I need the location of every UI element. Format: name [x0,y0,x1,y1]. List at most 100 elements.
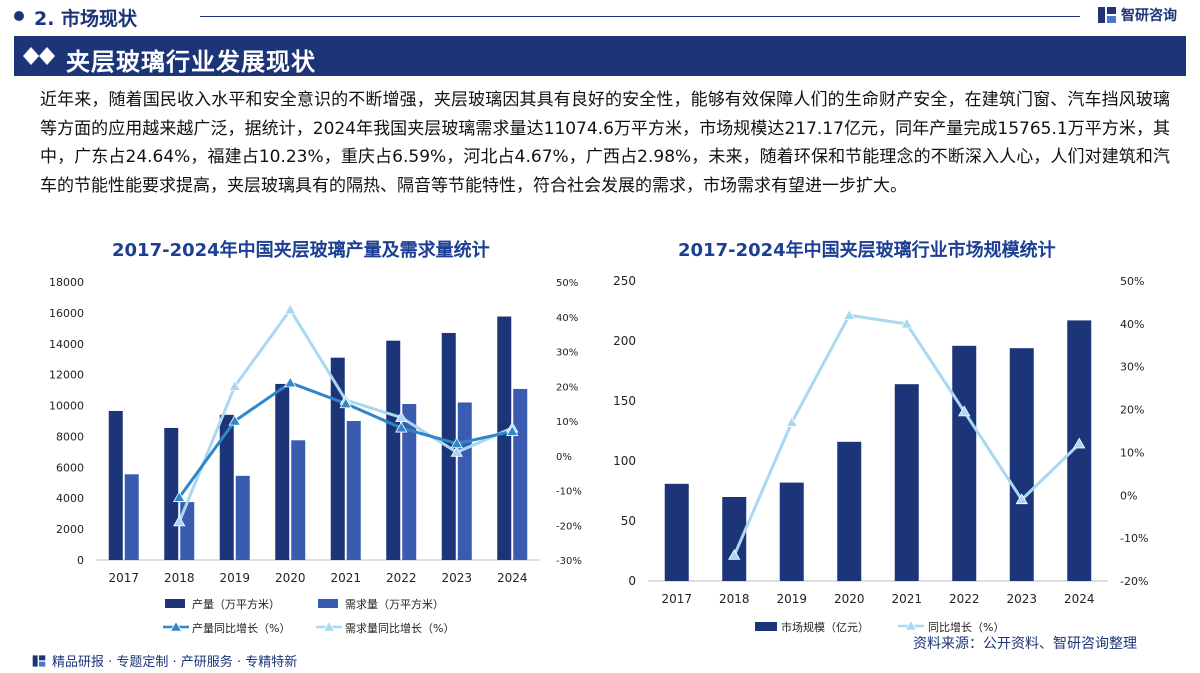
intro-paragraph: 近年来，随着国民收入水平和安全意识的不断增强，夹层玻璃因其具有良好的安全性，能够… [40,90,1170,196]
y-tick-label: 250 [613,274,636,288]
y2-tick-label: 50% [556,278,578,289]
demand-growth-point [228,379,241,391]
y2-tick-label: 30% [1120,361,1144,374]
top-bar: 2. 市场现状 智研咨询 [0,0,1200,34]
legend-label-demand-growth: 需求量同比增长（%） [345,621,454,635]
x-tick-label: 2024 [1064,592,1095,606]
demand-bar [402,404,417,560]
x-tick-label: 2023 [1006,592,1037,606]
x-tick-label: 2022 [949,592,980,606]
demand-growth-point [173,515,186,527]
y2-tick-label: 10% [1120,446,1144,459]
brand: 智研咨询 [1097,5,1177,25]
production-bar [275,383,290,560]
bullet-dot-icon [14,11,24,21]
x-tick-label: 2020 [834,592,865,606]
legend-swatch-market-size [755,622,777,631]
y-tick-label: 0 [77,554,84,567]
legend-marker-production-growth [169,620,183,632]
market-growth-point [728,548,741,560]
market-growth-point [1015,493,1028,505]
legend-marker-demand-growth [322,620,336,632]
demand-bar [124,474,139,560]
y-tick-label: 150 [613,394,636,408]
legend-label-market-size: 市场规模（亿元） [781,620,869,634]
market-growth-point [843,308,856,320]
market-size-bar [894,384,919,581]
demand-growth-point [284,303,297,315]
y2-tick-label: 20% [1120,404,1144,417]
brand-name: 智研咨询 [1121,8,1177,24]
legend-swatch-production [165,599,185,608]
footer-logo-icon [32,654,46,667]
y-tick-label: 100 [613,454,636,468]
market-size-chart: 0 50 100 150 200 250 -20% -10% 0% 10% 20% 30% 40% 50%… [613,274,1148,634]
y2-tick-label: -10% [1120,532,1148,545]
banner-title: 夹层玻璃行业发展现状 [66,48,316,76]
x-tick-label: 2017 [108,571,139,585]
title-banner: 夹层玻璃行业发展现状 [14,36,1186,76]
demand-bar [291,440,306,560]
y-tick-label: 4000 [56,492,84,505]
market-growth-point [900,317,913,329]
y2-tick-label: 40% [556,313,578,324]
legend-label-demand: 需求量（万平方米） [345,597,444,611]
footer: 精品研报 · 专题定制 · 产研服务 · 专精特新 [32,651,297,670]
production-bar [219,414,234,560]
x-tick-label: 2018 [164,571,195,585]
market-growth-point [785,416,798,427]
legend-label-production: 产量（万平方米） [192,597,280,611]
chart2-title: 2017-2024年中国夹层玻璃行业市场规模统计 [678,240,1056,261]
y2-tick-label: 40% [1120,318,1144,331]
production-bar [108,410,123,560]
production-growth-point [339,397,352,409]
y-tick-label: 16000 [49,307,84,320]
y2-tick-label: 50% [1120,275,1144,288]
y-tick-label: 18000 [49,276,84,289]
market-size-bar [1009,348,1034,581]
diamond-icon [23,47,55,65]
y2-tick-label: -10% [556,487,582,498]
y2-tick-label: 10% [556,417,578,428]
demand-bar [235,475,250,560]
chart1-title: 2017-2024年中国夹层玻璃产量及需求量统计 [112,240,490,261]
y-tick-label: 8000 [56,430,84,443]
y2-tick-label: -30% [556,556,582,567]
production-bar [386,340,401,560]
brand-logo-icon [1098,7,1116,23]
production-growth-point [228,414,241,426]
y2-tick-label: 0% [1120,489,1137,502]
footer-text: 精品研报 · 专题定制 · 产研服务 · 专精特新 [52,655,298,670]
x-tick-label: 2022 [386,571,417,585]
y-tick-label: 50 [621,514,636,528]
y-tick-label: 12000 [49,369,84,382]
y-tick-label: 2000 [56,523,84,536]
market-size-bar [664,483,689,581]
production-bar [164,427,179,560]
market-size-bar [779,482,804,581]
market-growth-point [958,405,971,417]
legend-label-market-growth: 同比增长（%） [928,620,1004,634]
production-bar [330,357,345,560]
production-growth-point [284,376,297,388]
production-growth-point [173,491,186,502]
header-rule [200,16,1080,17]
market-size-bar [837,441,862,581]
legend-swatch-demand [318,599,338,608]
market-growth-point [1073,437,1086,449]
y2-tick-label: 0% [556,452,572,463]
demand-bar [346,421,361,560]
production-growth-point [395,421,408,433]
y-tick-label: 200 [613,334,636,348]
section-label: 2. 市场现状 [34,8,138,30]
x-tick-label: 2021 [330,571,361,585]
production-bar [497,316,512,560]
production-growth-point [506,425,519,436]
x-tick-label: 2024 [497,571,528,585]
source-note: 资料来源：公开资料、智研咨询整理 [913,636,1137,652]
legend-label-production-growth: 产量同比增长（%） [192,621,290,635]
y2-tick-label: 30% [556,348,578,359]
y-tick-label: 14000 [49,338,84,351]
demand-bar [180,502,195,560]
production-demand-chart: 0 2000 4000 6000 8000 10000 12000 14000 16000 180… [49,276,582,635]
